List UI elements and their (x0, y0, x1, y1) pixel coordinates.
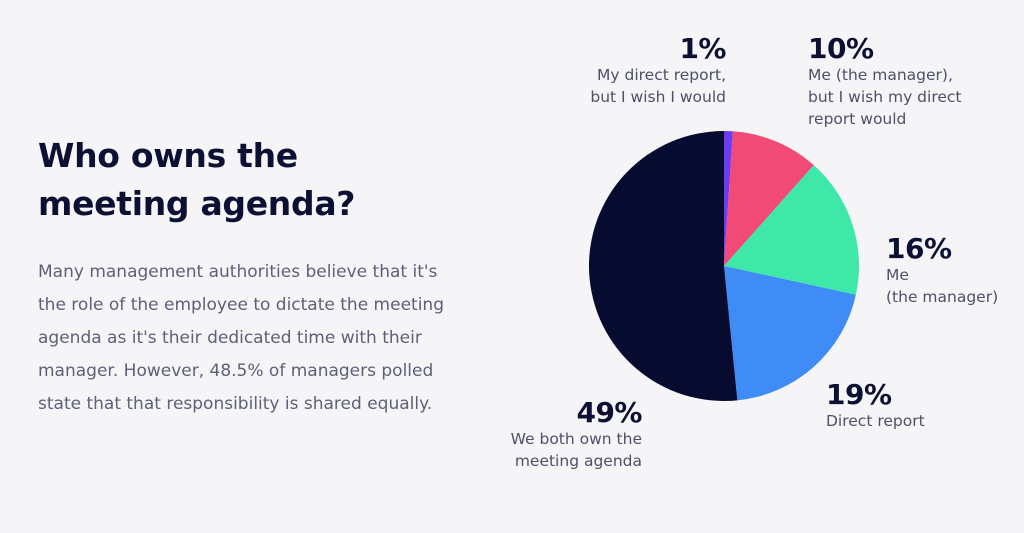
slice-label-2: 10% Me (the manager), but I wish my dire… (808, 34, 1008, 130)
slice-label-5: 49% We both own the meeting agenda (482, 396, 643, 472)
slice-text-2: Me (the manager), but I wish my direct r… (808, 64, 1008, 130)
pie-slice-5 (588, 131, 738, 401)
slice-text-4-line-1: Direct report (826, 412, 925, 430)
description-line-3: agenda as it's their dedicated time with… (38, 328, 422, 348)
pie-slice-3 (724, 165, 859, 295)
slice-pct-1: 1% (679, 32, 726, 65)
slice-label-3: 16% Me (the manager) (886, 234, 1016, 308)
slice-label-4: 19% Direct report (826, 380, 986, 432)
slice-text-3: Me (the manager) (886, 264, 1016, 308)
slice-text-2-line-1: Me (the manager), (808, 66, 953, 84)
pie-slice-4 (724, 266, 856, 401)
slice-text-3-line-2: (the manager) (886, 288, 999, 306)
pie-slice-1 (724, 131, 733, 266)
slice-text-4: Direct report (826, 410, 986, 432)
slice-text-2-line-3: report would (808, 110, 907, 128)
title-line-1: Who owns the (38, 136, 298, 175)
slice-text-2-line-2: but I wish my direct (808, 88, 962, 106)
description-line-1: Many management authorities believe that… (38, 262, 438, 282)
description-paragraph: Many management authorities believe that… (38, 256, 468, 421)
description-line-2: the role of the employee to dictate the … (38, 295, 444, 315)
pie-slice-2 (724, 131, 814, 266)
slice-text-1: My direct report, but I wish I would (560, 64, 726, 108)
description-line-4: manager. However, 48.5% of managers poll… (38, 361, 434, 381)
slice-label-1: 1% My direct report, but I wish I would (560, 34, 726, 108)
title-line-2: meeting agenda? (38, 184, 356, 223)
slice-pct-3: 16% (886, 232, 952, 265)
slice-text-1-line-2: but I wish I would (590, 88, 726, 106)
page-title: Who owns the meeting agenda? (38, 132, 438, 228)
slice-text-5-line-2: meeting agenda (514, 452, 642, 470)
slice-pct-5: 49% (576, 396, 642, 429)
slice-pct-2: 10% (808, 32, 874, 65)
slice-text-1-line-1: My direct report, (597, 66, 726, 84)
slice-text-5-line-1: We both own the (510, 430, 642, 448)
slice-text-3-line-1: Me (886, 266, 909, 284)
slice-pct-4: 19% (826, 378, 892, 411)
description-line-5: state that that responsibility is shared… (38, 394, 433, 414)
slice-text-5: We both own the meeting agenda (482, 428, 642, 472)
